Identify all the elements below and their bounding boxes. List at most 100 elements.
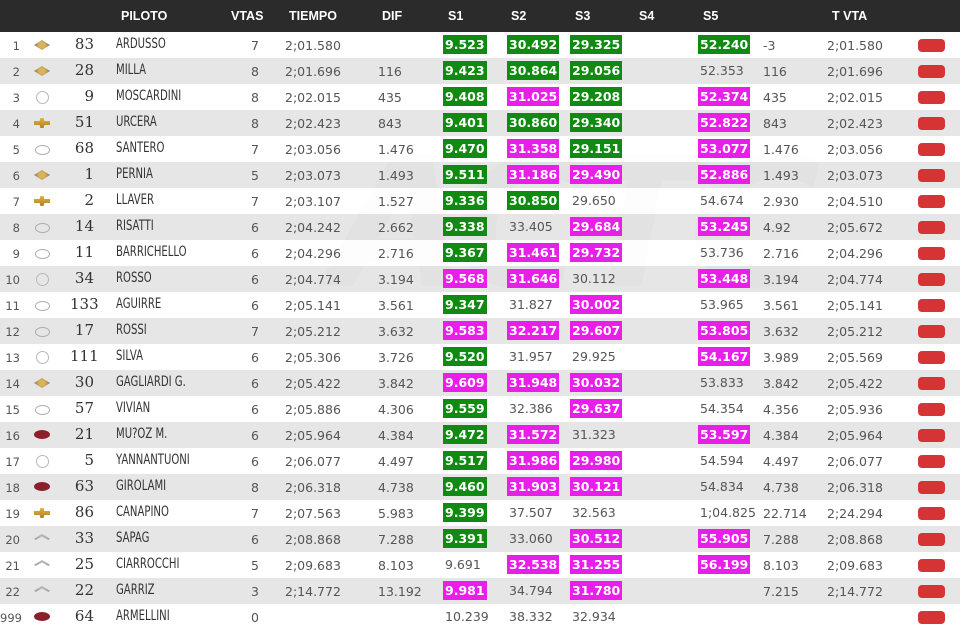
s5-cell: 55.905 [698, 529, 751, 548]
tvta-cell: 2;05.569 [827, 350, 883, 365]
s1-cell: 9.336 [443, 191, 487, 210]
s1-cell: 9.423 [443, 61, 487, 80]
x1-cell: 3.632 [763, 324, 799, 339]
s1-cell: 9.347 [443, 295, 487, 314]
status-flag-button[interactable] [918, 221, 945, 234]
dif-cell: 13.192 [378, 584, 422, 599]
status-flag-button[interactable] [918, 585, 945, 598]
header-s3: S3 [575, 9, 591, 23]
tiempo-cell: 2;09.683 [285, 558, 341, 573]
s1-cell: 9.981 [443, 581, 487, 600]
table-row[interactable]: 5 68 SANTERO 7 2;03.056 1.476 9.470 31.358 29.15… [0, 136, 960, 162]
tiempo-cell: 2;02.015 [285, 90, 341, 105]
name-cell: ROSSO [116, 270, 152, 286]
pos-cell: 1 [12, 39, 20, 53]
s2-cell: 38.332 [509, 609, 553, 624]
table-row[interactable]: 10 34 ROSSO 6 2;04.774 3.194 9.568 31.646 30.112… [0, 266, 960, 292]
tiempo-cell: 2;03.107 [285, 194, 341, 209]
x1-cell: 435 [763, 90, 787, 105]
table-row[interactable]: 9 11 BARRICHELLO 6 2;04.296 2.716 9.367 31.461 2… [0, 240, 960, 266]
num-cell: 14 [74, 217, 94, 235]
tvta-cell: 2;04.510 [827, 194, 883, 209]
status-flag-button[interactable] [918, 429, 945, 442]
s3-cell: 32.563 [572, 505, 616, 520]
num-cell: 22 [74, 581, 94, 599]
table-row[interactable]: 8 14 RISATTI 6 2;04.242 2.662 9.338 33.405 29.68… [0, 214, 960, 240]
table-row[interactable]: 20 33 SAPAG 6 2;08.868 7.288 9.391 33.060 30.512… [0, 526, 960, 552]
table-row[interactable]: 21 25 CIARROCCHI 5 2;09.683 8.103 9.691 32.538 3… [0, 552, 960, 578]
status-flag-button[interactable] [918, 377, 945, 390]
table-row[interactable]: 4 51 URCERA 8 2;02.423 843 9.401 30.860 29.340 52… [0, 110, 960, 136]
s5-cell: 54.354 [700, 401, 744, 416]
pos-cell: 20 [5, 533, 20, 547]
s3-cell: 30.512 [570, 529, 623, 548]
status-flag-button[interactable] [918, 325, 945, 338]
tvta-cell: 2;05.422 [827, 376, 883, 391]
table-row[interactable]: 2 28 MILLA 8 2;01.696 116 9.423 30.864 29.056 52.… [0, 58, 960, 84]
status-flag-button[interactable] [918, 611, 945, 624]
tvta-cell: 2;05.672 [827, 220, 883, 235]
table-row[interactable]: 999 64 ARMELLINI 0 10.239 38.332 32.934 [0, 604, 960, 630]
status-flag-button[interactable] [918, 507, 945, 520]
table-row[interactable]: 19 86 CANAPINO 7 2;07.563 5.983 9.399 37.507 32.… [0, 500, 960, 526]
table-row[interactable]: 14 30 GAGLIARDI G. 6 2;05.422 3.842 9.609 31.94… [0, 370, 960, 396]
num-cell: 28 [74, 61, 94, 79]
table-row[interactable]: 7 2 LLAVER 7 2;03.107 1.527 9.336 30.850 29.650 5… [0, 188, 960, 214]
tvta-cell: 2;05.936 [827, 402, 883, 417]
status-flag-button[interactable] [918, 351, 945, 364]
vtas-cell: 6 [251, 298, 259, 313]
x1-cell: 3.561 [763, 298, 799, 313]
table-row[interactable]: 11 133 AGUIRRE 6 2;05.141 3.561 9.347 31.827 30.… [0, 292, 960, 318]
name-cell: AGUIRRE [116, 296, 162, 312]
s3-cell: 29.208 [570, 87, 623, 106]
num-cell: 11 [74, 243, 94, 261]
status-flag-button[interactable] [918, 533, 945, 546]
tiempo-cell: 2;05.141 [285, 298, 341, 313]
pos-cell: 5 [12, 143, 20, 157]
num-cell: 9 [84, 87, 94, 105]
table-row[interactable]: 17 5 YANNANTUONI 6 2;06.077 4.497 9.517 31.986 2… [0, 448, 960, 474]
dif-cell: 5.983 [378, 506, 414, 521]
status-flag-button[interactable] [918, 247, 945, 260]
tvta-cell: 2;05.212 [827, 324, 883, 339]
table-row[interactable]: 12 17 ROSSI 7 2;05.212 3.632 9.583 32.217 29.607… [0, 318, 960, 344]
status-flag-button[interactable] [918, 559, 945, 572]
status-flag-button[interactable] [918, 481, 945, 494]
dif-cell: 116 [378, 64, 402, 79]
status-flag-button[interactable] [918, 117, 945, 130]
table-row[interactable]: 1 83 ARDUSSO 7 2;01.580 9.523 30.492 29.325 52.2… [0, 32, 960, 58]
table-row[interactable]: 22 22 GARRIZ 3 2;14.772 13.192 9.981 34.794 31.7… [0, 578, 960, 604]
status-flag-button[interactable] [918, 143, 945, 156]
table-row[interactable]: 18 63 GIROLAMI 8 2;06.318 4.738 9.460 31.903 30.… [0, 474, 960, 500]
num-cell: 133 [70, 295, 99, 313]
vtas-cell: 6 [251, 246, 259, 261]
status-flag-button[interactable] [918, 299, 945, 312]
table-row[interactable]: 16 21 MU?OZ M. 6 2;05.964 4.384 9.472 31.572 31.… [0, 422, 960, 448]
vtas-cell: 6 [251, 272, 259, 287]
table-row[interactable]: 3 9 MOSCARDINI 8 2;02.015 435 9.408 31.025 29.20… [0, 84, 960, 110]
tiempo-cell: 2;05.306 [285, 350, 341, 365]
vtas-cell: 7 [251, 194, 259, 209]
s1-cell: 9.460 [443, 477, 487, 496]
s2-cell: 31.948 [507, 373, 560, 392]
num-cell: 111 [70, 347, 99, 365]
status-flag-button[interactable] [918, 65, 945, 78]
table-row[interactable]: 13 111 SILVA 6 2;05.306 3.726 9.520 31.957 29.92… [0, 344, 960, 370]
renault-brand-icon [34, 66, 50, 76]
tvta-cell: 2;06.077 [827, 454, 883, 469]
s5-cell: 54.834 [700, 479, 744, 494]
status-flag-button[interactable] [918, 403, 945, 416]
status-flag-button[interactable] [918, 91, 945, 104]
table-row[interactable]: 15 57 VIVIAN 6 2;05.886 4.306 9.559 32.386 29.63… [0, 396, 960, 422]
pos-cell: 12 [5, 325, 20, 339]
status-flag-button[interactable] [918, 273, 945, 286]
table-row[interactable]: 6 1 PERNIA 5 2;03.073 1.493 9.511 31.186 29.490 5… [0, 162, 960, 188]
s3-cell: 31.255 [570, 555, 623, 574]
status-flag-button[interactable] [918, 455, 945, 468]
status-flag-button[interactable] [918, 39, 945, 52]
vtas-cell: 0 [251, 610, 259, 625]
tiempo-cell: 2;07.563 [285, 506, 341, 521]
status-flag-button[interactable] [918, 169, 945, 182]
s1-cell: 9.399 [443, 503, 487, 522]
status-flag-button[interactable] [918, 195, 945, 208]
